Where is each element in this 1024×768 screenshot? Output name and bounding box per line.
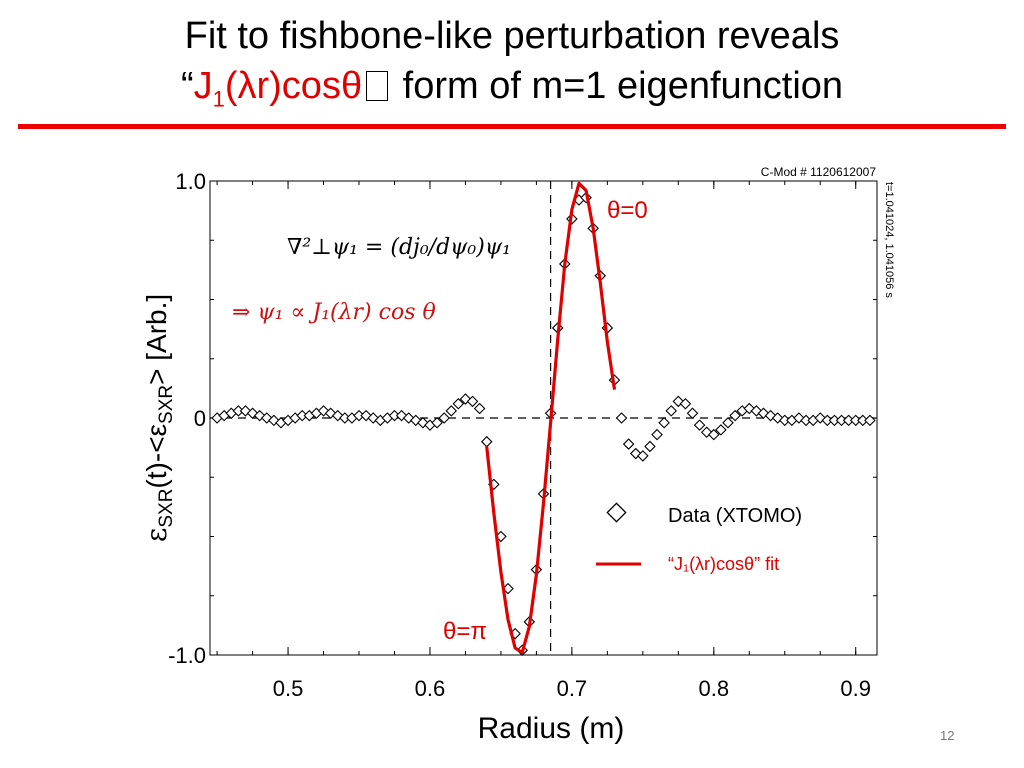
data-point xyxy=(864,414,876,427)
data-point xyxy=(480,435,493,448)
annotation-theta-zero: θ=0 xyxy=(607,197,648,224)
shot-label: C-Mod # 1120612007 xyxy=(761,165,877,179)
data-point xyxy=(679,398,692,410)
data-point xyxy=(693,419,706,431)
equation-grad-shafranov: ∇²⊥ψ₁ = (dj₀/dψ₀)ψ₁ xyxy=(287,235,511,260)
annotation-theta-pi: θ=π xyxy=(443,618,487,645)
data-point xyxy=(686,407,699,420)
data-point xyxy=(473,402,486,415)
data-point xyxy=(722,416,734,429)
time-label: t=1.041024, 1.041056 s xyxy=(883,182,895,298)
data-point xyxy=(431,416,443,429)
title-divider xyxy=(18,124,1006,129)
data-point xyxy=(445,405,458,417)
legend-fit-label: “J₁(λr)cosθ” fit xyxy=(668,554,779,574)
bessel-fit-line xyxy=(485,181,617,655)
equation-bessel-proportional: ⇒ ψ₁ ∝ J₁(λr) cos θ xyxy=(232,300,436,325)
title-bessel-arg: (λr)cosθ xyxy=(224,65,363,107)
x-tick-label: 0.7 xyxy=(557,676,588,701)
slide-title-line-1: Fit to fishbone-like perturbation reveal… xyxy=(184,15,840,57)
slide-title-line-2: “J1(λr)cosθ form of m=1 eigenfunction xyxy=(0,64,1024,122)
data-point xyxy=(729,409,741,422)
y-axis-label: εSXR(t)-<εSXR> [Arb.] xyxy=(140,294,177,542)
y-tick-label: 0 xyxy=(194,406,206,431)
data-point xyxy=(622,438,635,450)
data-point xyxy=(466,395,479,408)
title-bessel-subscript: 1 xyxy=(212,86,225,112)
data-point xyxy=(665,405,678,417)
slide-number: 12 xyxy=(940,728,955,743)
data-point xyxy=(637,450,649,462)
title-bessel-j: J xyxy=(193,65,213,107)
plot-frame xyxy=(209,180,878,656)
x-tick-label: 0.5 xyxy=(273,676,304,701)
y-tick-label: -1.0 xyxy=(168,643,206,668)
data-point xyxy=(452,398,465,410)
x-tick-label: 0.8 xyxy=(699,676,730,701)
legend-data-label: Data (XTOMO) xyxy=(668,505,802,527)
x-axis-label: Radius (m) xyxy=(478,712,625,745)
data-point xyxy=(715,424,727,436)
x-tick-label: 0.6 xyxy=(415,676,446,701)
title-rest: form of m=1 eigenfunction xyxy=(392,65,844,107)
data-point xyxy=(708,428,720,441)
data-point xyxy=(658,416,670,429)
title-open-quote: “ xyxy=(180,65,194,107)
y-tick-label: 1.0 xyxy=(175,169,206,194)
x-tick-label: 0.9 xyxy=(840,676,871,701)
title-missing-glyph-box xyxy=(366,71,389,101)
data-point xyxy=(438,412,450,424)
data-point xyxy=(651,428,663,441)
data-point xyxy=(615,412,628,424)
data-point xyxy=(644,440,656,453)
legend-diamond-icon xyxy=(606,502,627,523)
legend: Data (XTOMO) “J₁(λr)cosθ” fit xyxy=(596,502,802,574)
